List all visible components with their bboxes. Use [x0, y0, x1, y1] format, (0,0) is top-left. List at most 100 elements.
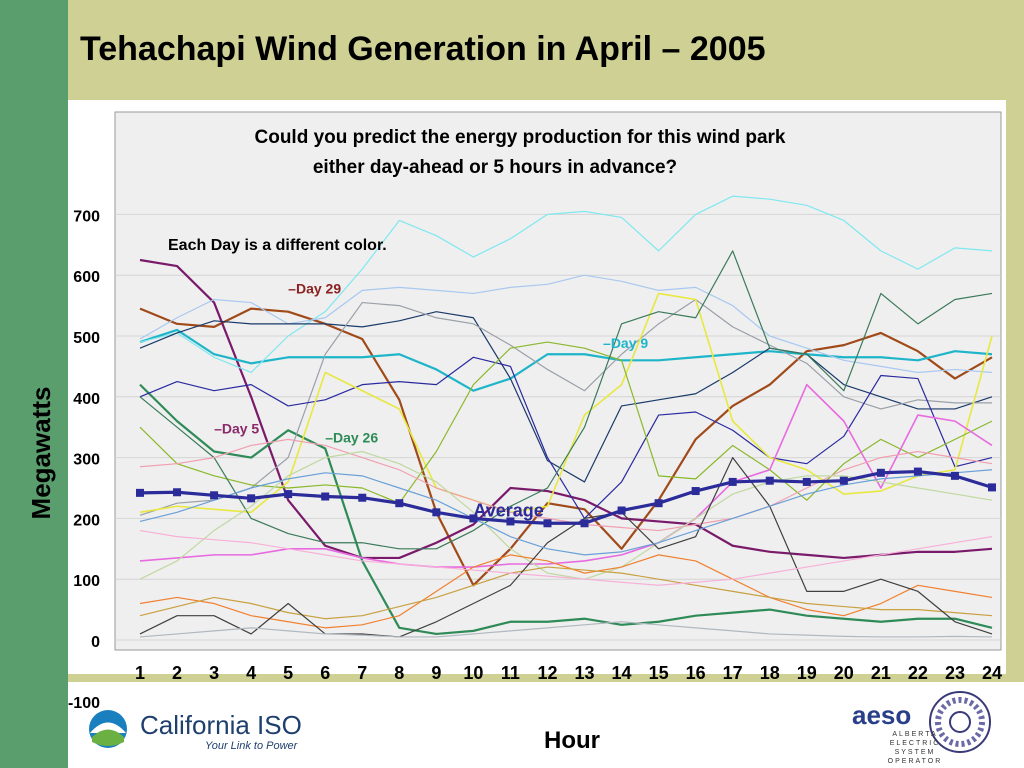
y-axis-ticks: -100 0 100 200 300 400 500 600 700 [68, 208, 100, 711]
average-point [358, 493, 367, 502]
x-tick-label: 17 [723, 663, 743, 683]
aeso-sub-line: ELECTRIC [889, 740, 941, 747]
x-tick-label: 18 [760, 663, 780, 683]
series-label: –Day 26 [325, 429, 378, 445]
x-axis-ticks: 1 2 3 4 5 6 7 8 9 10 11 12 13 14 15 16 17 18 19 20 21 22 23 24 [135, 663, 1002, 683]
series-line-day-g [139, 341, 993, 504]
average-point [210, 491, 219, 500]
average-point [654, 499, 663, 508]
x-tick-label: 13 [575, 663, 595, 683]
average-point [988, 483, 996, 492]
california-iso-logo-text: California ISO [140, 710, 302, 740]
average-point [839, 476, 848, 485]
x-tick-label: 15 [649, 663, 669, 683]
average-point [617, 506, 626, 515]
title-band [68, 0, 1024, 100]
series-layer [136, 195, 996, 638]
x-tick-label: 1 [135, 663, 145, 683]
chart-subtitle: either day-ahead or 5 hours in advance? [313, 157, 677, 178]
average-point [395, 499, 404, 508]
average-point [765, 476, 774, 485]
aeso-sub-line: ALBERTA [892, 731, 938, 738]
x-tick-label: 10 [463, 663, 483, 683]
series-labels: –Day 29 –Day 9 –Day 5 –Day 26 Average [214, 280, 648, 520]
average-point [728, 477, 737, 486]
x-tick-label: 8 [394, 663, 404, 683]
series-line-day-26 [139, 383, 993, 636]
series-line-day-l [139, 554, 993, 629]
series-line-day-p [139, 529, 993, 586]
grid-lines [115, 213, 1001, 641]
y-tick-label: 600 [73, 269, 100, 286]
x-tick-label: 3 [209, 663, 219, 683]
series-label: Average [473, 501, 543, 521]
y-tick-label: 0 [91, 634, 100, 651]
y-tick-label: 400 [73, 391, 100, 408]
series-line-day-j [139, 438, 993, 532]
average-point [691, 487, 700, 496]
series-line-day-c [139, 311, 993, 483]
x-tick-label: 14 [612, 663, 632, 683]
aeso-logo-subtitle: ALBERTA ELECTRIC SYSTEM OPERATOR [880, 730, 950, 766]
x-tick-label: 4 [246, 663, 256, 683]
x-tick-label: 11 [501, 663, 520, 683]
average-point [913, 467, 922, 476]
series-line-day-5 [139, 258, 993, 560]
y-tick-label: 500 [73, 330, 100, 347]
y-tick-label: 100 [73, 573, 100, 590]
average-point [876, 468, 885, 477]
chart-note: Each Day is a different color. [168, 237, 387, 254]
bottom-accent-band [68, 674, 1024, 682]
average-point [469, 514, 478, 523]
aeso-logo-text: aeso [852, 700, 912, 730]
series-label: –Day 9 [603, 335, 648, 351]
average-point [543, 519, 552, 528]
x-tick-label: 23 [945, 663, 965, 683]
chart-title: Could you predict the energy production … [255, 127, 786, 148]
california-iso-tagline: Your Link to Power [205, 740, 298, 752]
y-axis-label: Megawatts [26, 387, 56, 520]
x-axis-label: Hour [544, 727, 600, 754]
y-tick-label: 700 [73, 208, 100, 225]
aeso-sub-line: OPERATOR [887, 758, 943, 765]
series-line-day-m [139, 566, 993, 620]
average-point [173, 488, 182, 497]
y-tick-label: 200 [73, 512, 100, 529]
series-label: –Day 29 [288, 280, 341, 296]
series-line-day-n [139, 457, 993, 638]
series-line-day-9 [139, 328, 993, 392]
series-line-day-i [139, 383, 993, 568]
x-tick-label: 16 [686, 663, 706, 683]
x-tick-label: 12 [537, 663, 557, 683]
y-tick-label: -100 [68, 695, 100, 712]
aeso-sub-line: SYSTEM [894, 749, 936, 756]
average-point [136, 488, 144, 497]
average-point [321, 492, 330, 501]
x-tick-label: 9 [431, 663, 441, 683]
x-tick-label: 7 [357, 663, 367, 683]
series-line-average [139, 469, 993, 525]
x-tick-label: 6 [320, 663, 330, 683]
left-accent-band [0, 0, 68, 768]
series-label: –Day 5 [214, 420, 259, 436]
right-accent-band [1006, 100, 1024, 680]
aeso-logo-icon [929, 691, 991, 753]
slide-title: Tehachapi Wind Generation in April – 200… [80, 30, 766, 68]
series-line-day-b [139, 274, 993, 374]
x-tick-label: 21 [871, 663, 891, 683]
average-point [950, 471, 959, 480]
series-line-day-q [139, 469, 993, 556]
x-tick-label: 2 [172, 663, 182, 683]
x-tick-label: 5 [283, 663, 293, 683]
x-tick-label: 20 [834, 663, 854, 683]
average-point [247, 494, 256, 503]
series-line-day-e [139, 356, 993, 520]
average-point [432, 508, 441, 517]
x-tick-label: 19 [797, 663, 817, 683]
series-line-day-h [139, 250, 993, 550]
x-tick-label: 22 [908, 663, 928, 683]
x-tick-label: 24 [982, 663, 1002, 683]
series-line-day-d [139, 298, 992, 516]
average-point [802, 477, 811, 486]
